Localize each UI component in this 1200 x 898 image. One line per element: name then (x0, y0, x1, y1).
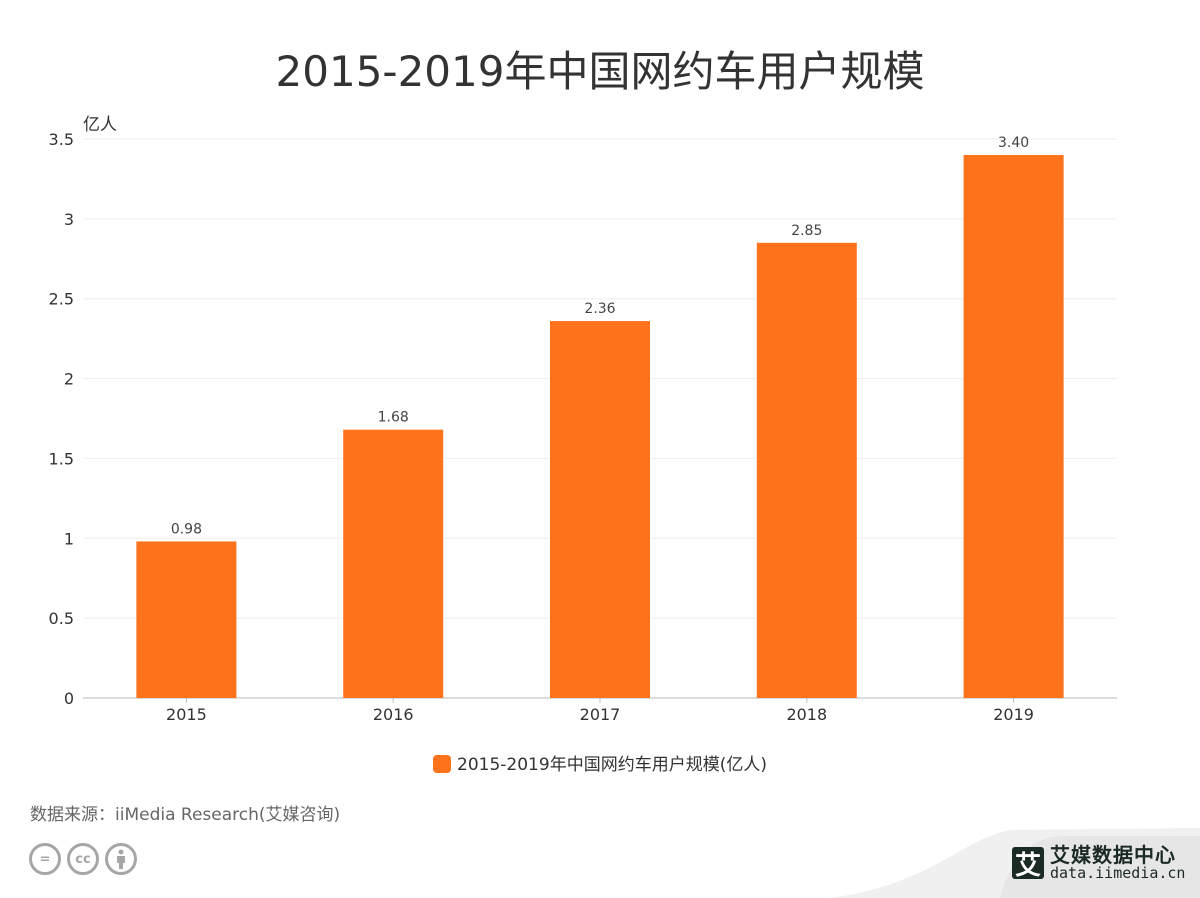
data-source: 数据来源：iiMedia Research(艾媒咨询) (30, 805, 341, 825)
bar (963, 154, 1064, 698)
y-tick-label: 2 (64, 370, 74, 389)
brand-url: data.iimedia.cn (1050, 864, 1186, 882)
legend[interactable]: 2015-2019年中国网约车用户规模(亿人) (0, 750, 1200, 775)
legend-swatch (433, 755, 452, 773)
x-tick-label: 2017 (580, 705, 621, 724)
y-tick-label: 2.5 (49, 290, 74, 309)
data-label: 3.40 (998, 135, 1029, 151)
y-tick-label: 0 (64, 689, 74, 708)
y-tick-label: 1.5 (49, 449, 74, 468)
legend-label: 2015-2019年中国网约车用户规模(亿人) (457, 755, 767, 775)
data-label: 2.85 (791, 223, 822, 239)
cc-nd-icon: = (29, 843, 61, 875)
chart-title: 2015-2019年中国网约车用户规模 (275, 47, 925, 96)
bar-chart: 0 0.5 1 1.5 2 2.5 3 3.5 亿人 0.98 2015 1.68 2016 2.36 20… (49, 115, 1117, 724)
bar (343, 429, 444, 698)
brand-name: 艾媒数据中心 (1050, 843, 1176, 867)
bar (756, 242, 857, 699)
x-tick-label: 2015 (166, 705, 207, 724)
y-tick-label: 0.5 (49, 609, 74, 628)
y-tick-label: 3.5 (49, 130, 74, 149)
license-icons: = cc (29, 843, 137, 875)
data-label: 2.36 (584, 301, 615, 317)
data-label: 0.98 (171, 521, 202, 537)
cc-icon: cc (67, 843, 99, 875)
x-tick-label: 2019 (993, 705, 1034, 724)
y-axis-label: 亿人 (83, 115, 117, 135)
y-tick-label: 1 (64, 529, 74, 548)
cc-by-icon (105, 843, 137, 875)
y-tick-label: 3 (64, 210, 74, 229)
data-label: 1.68 (378, 410, 409, 426)
bar (550, 321, 650, 698)
bar (136, 541, 237, 698)
brand-logo: 艾 艾媒数据中心 data.iimedia.cn (1012, 845, 1185, 881)
x-tick-label: 2016 (373, 705, 414, 724)
brand-mark: 艾 (1012, 847, 1044, 881)
x-tick-label: 2018 (786, 705, 827, 724)
